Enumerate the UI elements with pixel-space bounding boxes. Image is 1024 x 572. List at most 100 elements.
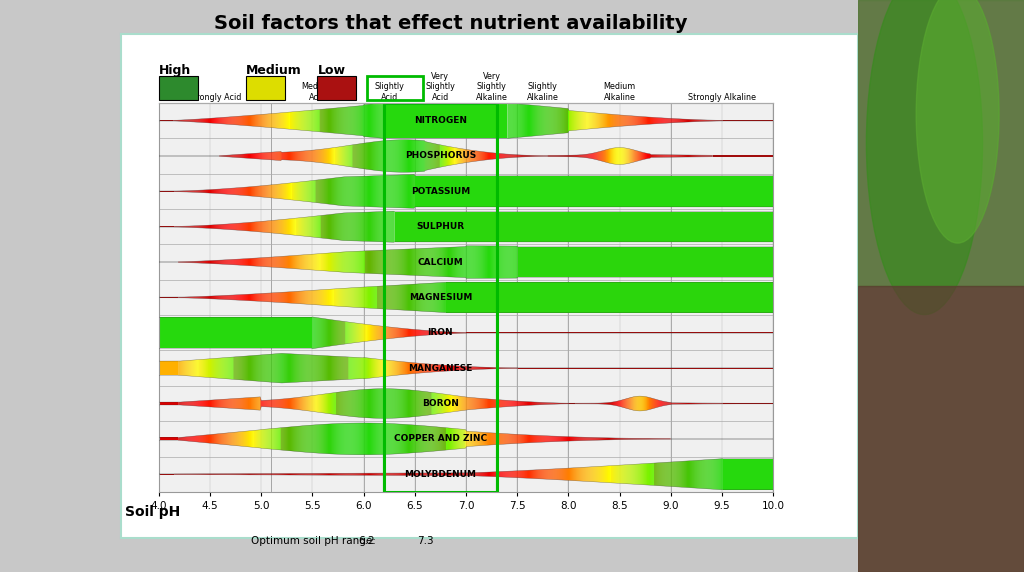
Polygon shape (267, 354, 268, 382)
Polygon shape (567, 176, 568, 207)
Polygon shape (557, 212, 558, 242)
Polygon shape (518, 434, 519, 443)
Polygon shape (412, 473, 413, 475)
Polygon shape (337, 213, 338, 240)
Polygon shape (274, 293, 275, 302)
Polygon shape (557, 332, 558, 333)
Polygon shape (170, 120, 171, 121)
Polygon shape (437, 103, 438, 138)
Polygon shape (312, 180, 313, 202)
Polygon shape (741, 403, 742, 404)
Polygon shape (407, 174, 408, 208)
Polygon shape (326, 424, 327, 454)
Polygon shape (400, 473, 401, 475)
Polygon shape (526, 212, 527, 242)
Polygon shape (195, 226, 196, 228)
Polygon shape (676, 332, 677, 333)
Polygon shape (433, 176, 434, 207)
Polygon shape (691, 332, 692, 333)
Polygon shape (688, 212, 689, 242)
Polygon shape (555, 155, 556, 157)
Polygon shape (553, 247, 554, 277)
Polygon shape (592, 403, 593, 404)
Polygon shape (248, 116, 249, 126)
Polygon shape (206, 190, 207, 193)
Polygon shape (659, 400, 660, 407)
Polygon shape (316, 216, 317, 237)
Polygon shape (759, 176, 760, 207)
Polygon shape (356, 323, 357, 343)
Polygon shape (410, 174, 411, 208)
Polygon shape (738, 212, 739, 242)
Polygon shape (682, 461, 683, 487)
Polygon shape (490, 367, 492, 369)
Polygon shape (411, 140, 412, 172)
Polygon shape (374, 176, 375, 207)
Polygon shape (264, 114, 265, 127)
Polygon shape (687, 282, 688, 313)
Polygon shape (689, 176, 690, 207)
Polygon shape (442, 283, 443, 312)
Polygon shape (642, 212, 643, 242)
Polygon shape (260, 186, 261, 197)
Polygon shape (402, 285, 403, 310)
Polygon shape (665, 118, 666, 123)
Polygon shape (663, 212, 664, 242)
Polygon shape (211, 260, 212, 264)
Polygon shape (679, 212, 680, 242)
Polygon shape (468, 397, 469, 410)
Polygon shape (718, 282, 719, 313)
Polygon shape (766, 120, 767, 121)
Polygon shape (493, 332, 494, 333)
Polygon shape (556, 155, 557, 157)
Polygon shape (575, 155, 577, 157)
Polygon shape (490, 399, 492, 408)
Polygon shape (229, 224, 230, 230)
Polygon shape (362, 423, 364, 455)
Polygon shape (716, 459, 717, 490)
Polygon shape (372, 359, 373, 378)
Polygon shape (408, 424, 409, 453)
Polygon shape (559, 212, 560, 242)
Polygon shape (338, 321, 339, 345)
Polygon shape (510, 471, 511, 478)
Polygon shape (439, 212, 440, 242)
Polygon shape (337, 252, 338, 272)
Polygon shape (542, 176, 543, 207)
Polygon shape (282, 256, 283, 268)
Polygon shape (377, 286, 378, 309)
Polygon shape (386, 250, 387, 274)
Polygon shape (245, 474, 246, 475)
Polygon shape (690, 403, 691, 404)
Polygon shape (482, 432, 483, 446)
Polygon shape (353, 323, 354, 343)
Polygon shape (442, 365, 443, 371)
Polygon shape (215, 260, 216, 264)
Polygon shape (291, 317, 292, 348)
Polygon shape (251, 398, 252, 410)
Polygon shape (180, 402, 181, 405)
Polygon shape (727, 403, 728, 404)
Polygon shape (358, 473, 359, 475)
Polygon shape (271, 428, 272, 449)
Polygon shape (356, 251, 357, 273)
Polygon shape (457, 148, 458, 164)
Polygon shape (195, 436, 196, 442)
Polygon shape (330, 473, 331, 475)
Polygon shape (174, 474, 175, 475)
Polygon shape (573, 155, 574, 157)
Polygon shape (706, 403, 707, 404)
Polygon shape (458, 282, 459, 313)
Polygon shape (586, 212, 587, 242)
Polygon shape (647, 397, 648, 410)
Polygon shape (588, 332, 589, 333)
Polygon shape (232, 474, 233, 475)
Polygon shape (240, 317, 241, 348)
Polygon shape (640, 282, 641, 313)
Polygon shape (497, 282, 498, 313)
Polygon shape (288, 112, 289, 129)
Polygon shape (182, 437, 183, 440)
Polygon shape (350, 177, 351, 206)
Polygon shape (310, 396, 311, 411)
Polygon shape (239, 223, 240, 231)
